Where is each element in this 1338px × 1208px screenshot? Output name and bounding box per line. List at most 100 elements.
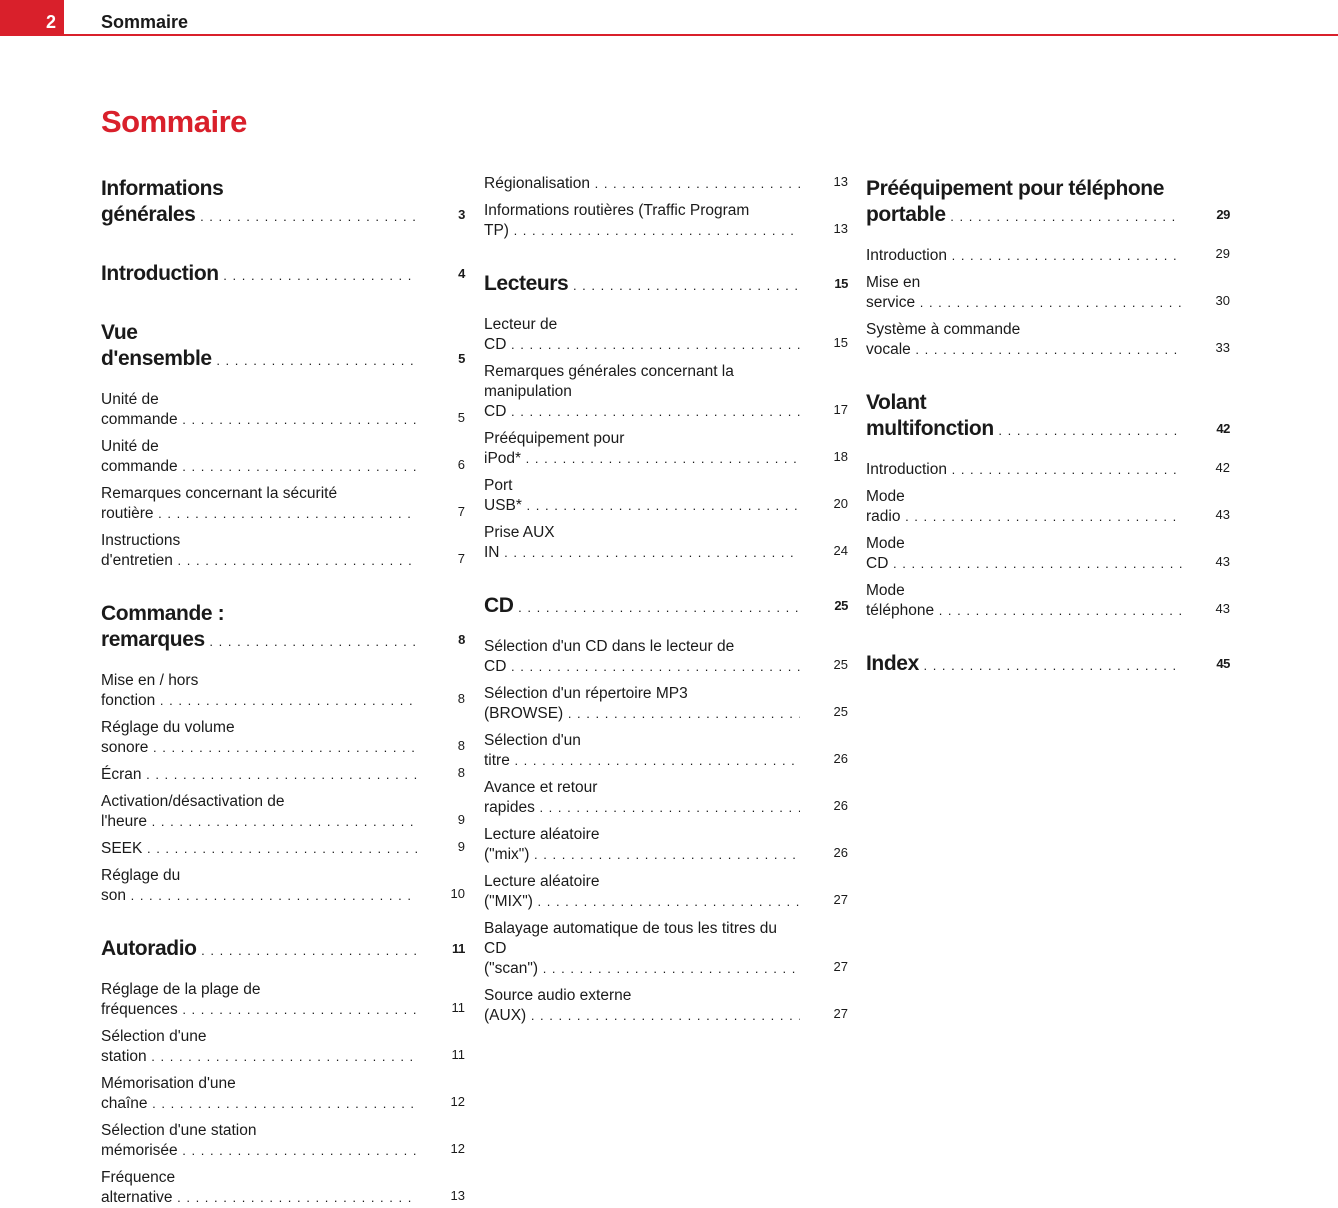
toc-entry[interactable]: Port USB* 20 xyxy=(484,476,848,516)
toc-entry[interactable]: Lecture aléatoire ("mix") 26 xyxy=(484,825,848,865)
toc-page-number: 13 xyxy=(833,221,848,236)
toc-entry-label: SEEK xyxy=(101,840,417,857)
toc-entry[interactable]: Réglage du volume sonore 8 xyxy=(101,718,465,758)
toc-entry-text: Introduction xyxy=(101,261,417,289)
toc-section-heading[interactable]: Volant multifonction 42 xyxy=(866,390,1230,444)
toc-entry[interactable]: Prééquipement pour iPod* 18 xyxy=(484,429,848,469)
toc-entry[interactable]: Remarques concernant la sécurité routièr… xyxy=(101,484,465,524)
toc-page-number: 7 xyxy=(457,551,465,566)
toc-entry-text: Index xyxy=(866,651,1182,679)
toc-entry[interactable]: Mise en / hors fonction 8 xyxy=(101,671,465,711)
toc-entry-text: Sélection d'un répertoire MP3 (BROWSE) xyxy=(484,684,800,724)
toc-column-1: Informations générales 3 Introduction 4 Vue … xyxy=(101,176,465,1208)
toc-entry[interactable]: Instructions d'entretien 7 xyxy=(101,531,465,571)
toc-entry-label: Source audio externe (AUX) xyxy=(484,987,800,1024)
toc-entry-label: Mode téléphone xyxy=(866,582,1182,619)
toc-entry[interactable]: Sélection d'un titre 26 xyxy=(484,731,848,771)
toc-section-heading[interactable]: Informations générales 3 xyxy=(101,176,465,230)
toc-section-heading[interactable]: Prééquipement pour téléphone portable 29 xyxy=(866,176,1230,230)
toc-entry-label: Mémorisation d'une chaîne xyxy=(101,1075,417,1112)
running-header: Sommaire xyxy=(101,12,189,32)
toc-entry[interactable]: Unité de commande 6 xyxy=(101,437,465,477)
toc-entry[interactable]: Réglage du son 10 xyxy=(101,866,465,906)
toc-page-number: 8 xyxy=(457,691,465,706)
toc-entry[interactable]: Écran 8 xyxy=(101,765,465,785)
toc-entry-label: Index xyxy=(866,652,1182,675)
toc-entry-text: Mémorisation d'une chaîne xyxy=(101,1074,417,1114)
toc-entry-label: Instructions d'entretien xyxy=(101,532,417,569)
toc-entry[interactable]: Mode téléphone 43 xyxy=(866,581,1230,621)
toc-entry[interactable]: Réglage de la plage de fréquences 11 xyxy=(101,980,465,1020)
toc-entry-label: Informations routières (Traffic Program … xyxy=(484,202,800,239)
toc-entry-label: Introduction xyxy=(101,262,417,285)
toc-entry[interactable]: Fréquence alternative 13 xyxy=(101,1168,465,1208)
toc-entry-label: Port USB* xyxy=(484,477,800,514)
toc-entry-text: Balayage automatique de tous les titres … xyxy=(484,919,800,979)
toc-entry[interactable]: Unité de commande 5 xyxy=(101,390,465,430)
toc-page-number: 3 xyxy=(458,207,465,222)
toc-entry-label: Sélection d'un titre xyxy=(484,732,800,769)
page-title: Sommaire xyxy=(101,104,247,139)
toc-entry[interactable]: Mode radio 43 xyxy=(866,487,1230,527)
toc-entry-text: Informations générales xyxy=(101,176,417,230)
toc-section-heading[interactable]: Autoradio 11 xyxy=(101,936,465,964)
toc-entry-text: Régionalisation xyxy=(484,174,800,194)
toc-entry-text: Commande : remarques xyxy=(101,601,417,655)
toc-entry[interactable]: Informations routières (Traffic Program … xyxy=(484,201,848,241)
toc-entry-label: Vue d'ensemble xyxy=(101,321,417,370)
toc-page-number: 25 xyxy=(833,704,848,719)
toc-page-number: 7 xyxy=(457,504,465,519)
toc-section-heading[interactable]: Vue d'ensemble 5 xyxy=(101,320,465,374)
toc-entry-label: Mode CD xyxy=(866,535,1182,572)
toc-entry[interactable]: Source audio externe (AUX) 27 xyxy=(484,986,848,1026)
toc-page-number: 45 xyxy=(1216,656,1230,671)
toc-entry[interactable]: Système à commande vocale 33 xyxy=(866,320,1230,360)
toc-column-3: Prééquipement pour téléphone portable29I… xyxy=(866,176,1230,679)
toc-entry[interactable]: Activation/désactivation de l'heure 9 xyxy=(101,792,465,832)
toc-section-heading[interactable]: CD 25 xyxy=(484,593,848,621)
toc-entry-label: Avance et retour rapides xyxy=(484,779,800,816)
toc-section-heading[interactable]: Lecteurs 15 xyxy=(484,271,848,299)
toc-entry-label: Réglage du son xyxy=(101,867,417,904)
toc-entry-label: Sélection d'une station xyxy=(101,1028,417,1065)
toc-entry[interactable]: Régionalisation 13 xyxy=(484,174,848,194)
toc-entry[interactable]: Remarques générales concernant la manipu… xyxy=(484,362,848,422)
toc-entry[interactable]: Mise en service 30 xyxy=(866,273,1230,313)
toc-entry-label: CD xyxy=(484,594,800,617)
toc-entry[interactable]: Sélection d'un CD dans le lecteur de CD 2… xyxy=(484,637,848,677)
toc-entry-text: Fréquence alternative xyxy=(101,1168,417,1208)
toc-page-number: 29 xyxy=(1216,207,1230,222)
toc-entry-label: Réglage de la plage de fréquences xyxy=(101,981,417,1018)
toc-page-number: 15 xyxy=(833,335,848,350)
toc-entry[interactable]: Introduction 29 xyxy=(866,246,1230,266)
toc-entry-text: Mode téléphone xyxy=(866,581,1182,621)
toc-entry[interactable]: SEEK 9 xyxy=(101,839,465,859)
toc-section-heading[interactable]: Introduction 4 xyxy=(101,261,465,289)
toc-entry[interactable]: Avance et retour rapides 26 xyxy=(484,778,848,818)
toc-page-number: 10 xyxy=(450,886,465,901)
toc-entry[interactable]: Introduction 42 xyxy=(866,460,1230,480)
toc-entry[interactable]: Mémorisation d'une chaîne 12 xyxy=(101,1074,465,1114)
toc-entry-text: Sélection d'un CD dans le lecteur de CD xyxy=(484,637,800,677)
toc-entry[interactable]: Sélection d'un répertoire MP3 (BROWSE) 25 xyxy=(484,684,848,724)
toc-page-number: 6 xyxy=(457,457,465,472)
toc-entry[interactable]: Lecture aléatoire ("MIX") 27 xyxy=(484,872,848,912)
toc-page-number: 30 xyxy=(1215,293,1230,308)
toc-entry-label: Sélection d'un CD dans le lecteur de CD xyxy=(484,638,800,675)
toc-entry[interactable]: Mode CD 43 xyxy=(866,534,1230,574)
toc-entry-text: Lecture aléatoire ("MIX") xyxy=(484,872,800,912)
toc-page-number: 25 xyxy=(834,598,848,613)
toc-entry-text: Volant multifonction xyxy=(866,390,1182,444)
toc-entry[interactable]: Sélection d'une station mémorisée 12 xyxy=(101,1121,465,1161)
toc-section-heading[interactable]: Commande : remarques 8 xyxy=(101,601,465,655)
toc-entry-text: Prééquipement pour téléphone portable xyxy=(866,176,1182,230)
toc-entry-text: Réglage du volume sonore xyxy=(101,718,417,758)
toc-entry-label: Régionalisation xyxy=(484,175,800,192)
toc-entry[interactable]: Sélection d'une station 11 xyxy=(101,1027,465,1067)
toc-page-number: 29 xyxy=(1215,246,1230,261)
toc-entry[interactable]: Prise AUX IN 24 xyxy=(484,523,848,563)
toc-section-heading[interactable]: Index 45 xyxy=(866,651,1230,679)
toc-page-number: 33 xyxy=(1215,340,1230,355)
toc-entry[interactable]: Balayage automatique de tous les titres … xyxy=(484,919,848,979)
toc-entry[interactable]: Lecteur de CD 15 xyxy=(484,315,848,355)
